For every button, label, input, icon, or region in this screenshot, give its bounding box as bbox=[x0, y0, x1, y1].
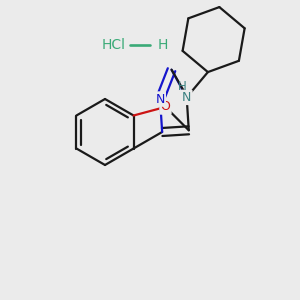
Text: HCl: HCl bbox=[102, 38, 126, 52]
Text: N: N bbox=[155, 93, 165, 106]
Text: O: O bbox=[160, 100, 170, 113]
Text: H: H bbox=[158, 38, 168, 52]
Text: N: N bbox=[182, 91, 191, 104]
Text: H: H bbox=[178, 80, 187, 93]
